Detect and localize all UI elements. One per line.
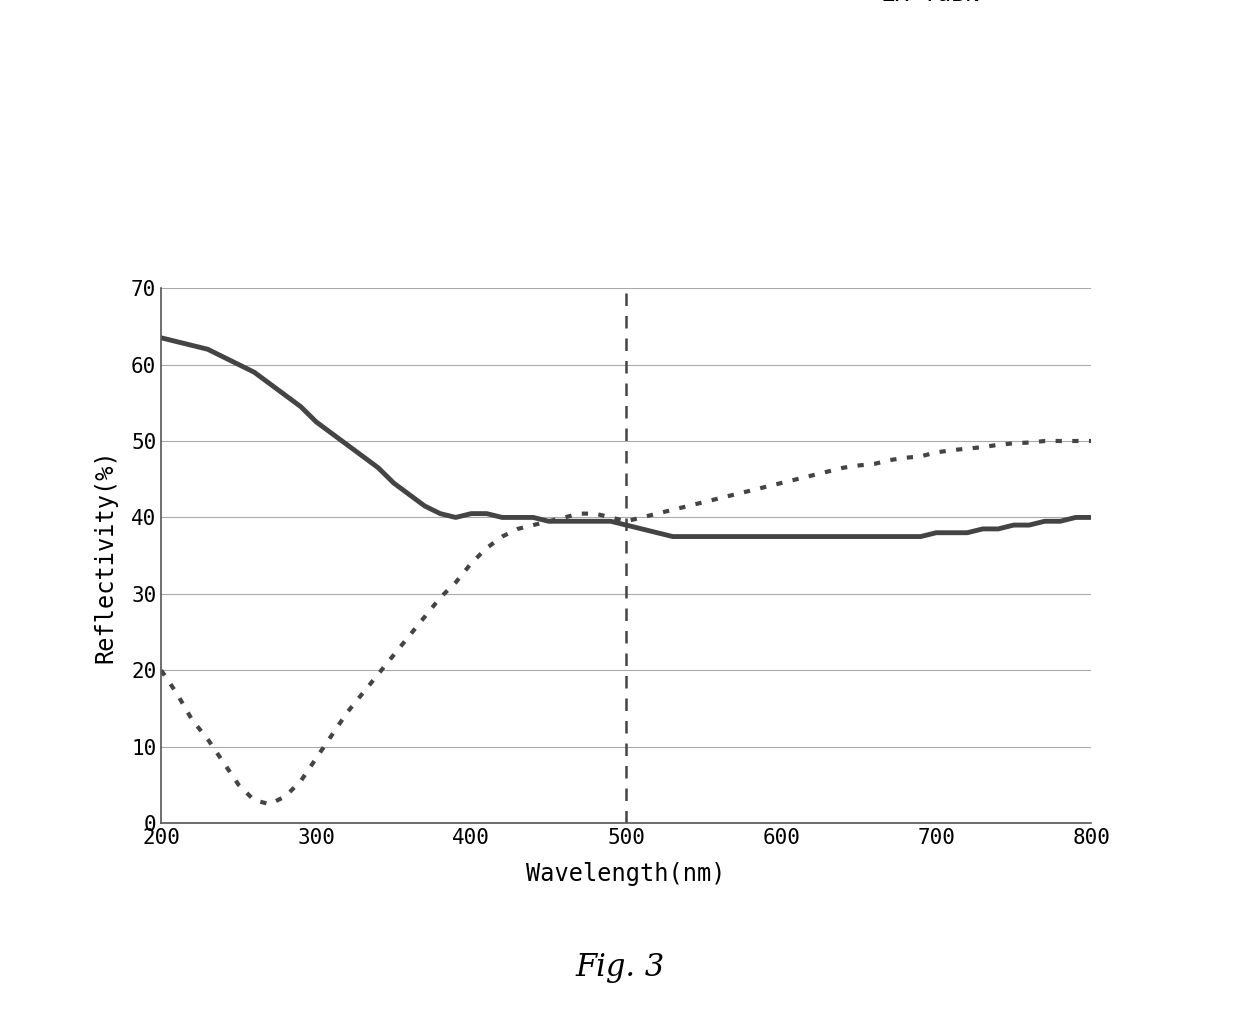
Y-axis label: Reflectivity(%): Reflectivity(%) [93,449,118,663]
Legend: 11nmt-Si/ML, LR-TaBN: 11nmt-Si/ML, LR-TaBN [756,0,1049,20]
X-axis label: Wavelength(nm): Wavelength(nm) [527,862,725,886]
Text: Fig. 3: Fig. 3 [575,952,665,983]
